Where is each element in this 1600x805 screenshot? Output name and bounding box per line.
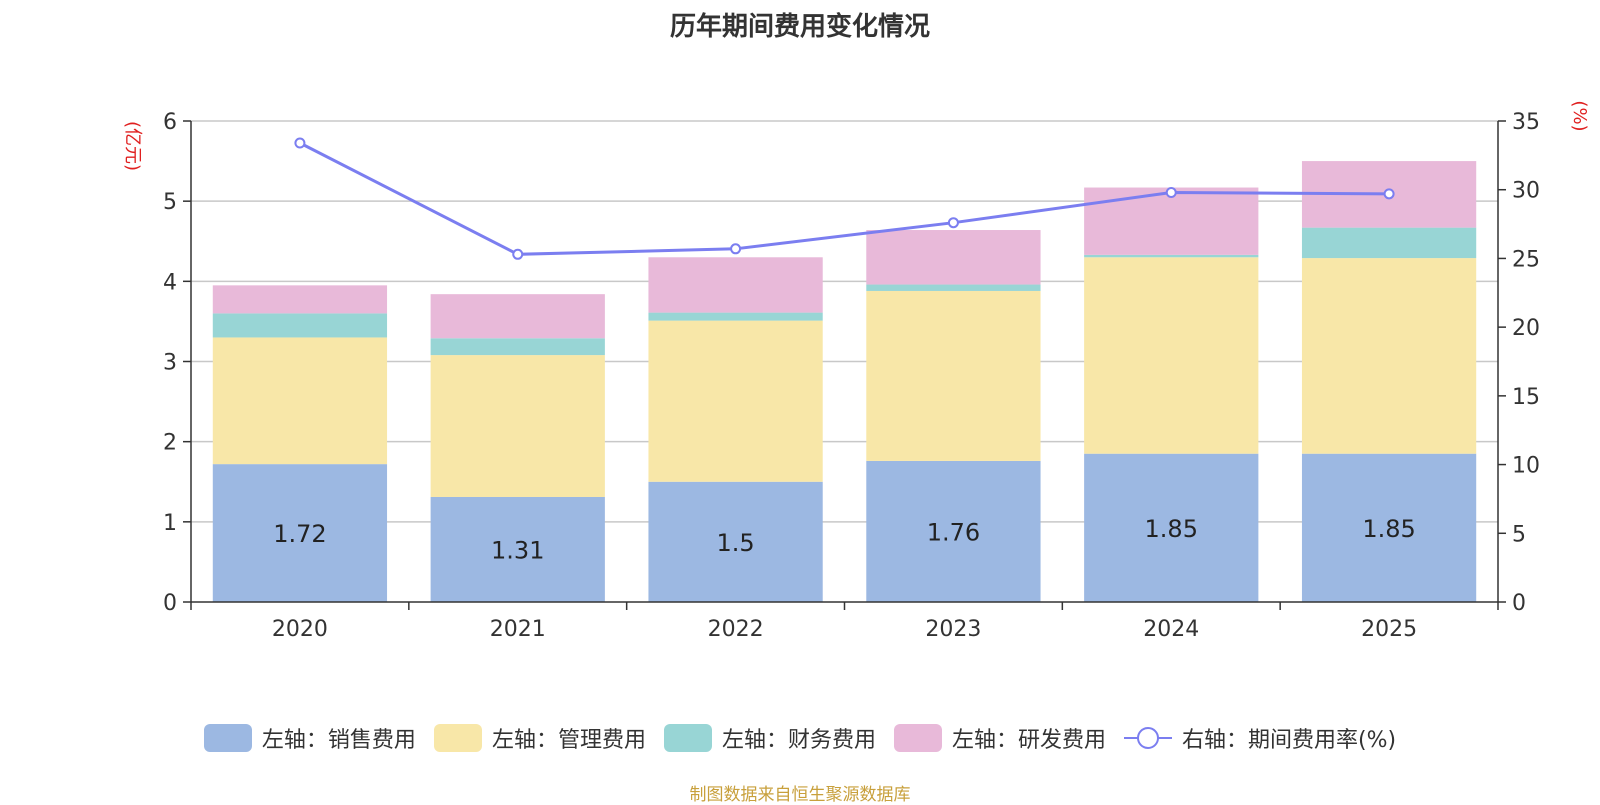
legend-item-finance[interactable]: 左轴：财务费用 — [663, 722, 876, 754]
legend-item-rd[interactable]: 左轴：研发费用 — [893, 722, 1106, 754]
right-tick-label: 15 — [1512, 385, 1540, 410]
legend-swatch-finance — [663, 724, 712, 752]
legend-label-admin: 左轴：管理费用 — [491, 728, 646, 753]
left-axis-unit-label: (亿元) — [122, 121, 143, 171]
left-tick-label: 2 — [163, 431, 177, 456]
bar-group — [212, 161, 1477, 602]
bar-2021-series-1 — [430, 355, 605, 497]
rate-line — [299, 141, 1390, 256]
bar-2023-series-1 — [866, 290, 1041, 461]
right-tick-label: 0 — [1512, 591, 1526, 616]
right-tick-label: 35 — [1512, 110, 1540, 135]
bar-2020-series-3 — [212, 285, 388, 314]
left-tick-label: 4 — [163, 270, 177, 295]
left-tick-label: 6 — [163, 110, 177, 135]
data-label-group: 1.72 1.31 1.5 1.76 1.85 1.85 — [273, 515, 1416, 565]
x-tick-label: 2020 — [272, 617, 328, 642]
legend-swatch-rd — [893, 724, 942, 752]
bar-2023-series-2 — [866, 284, 1041, 291]
data-label-2024: 1.85 — [1145, 515, 1198, 543]
bar-2025-series-0 — [1301, 453, 1477, 602]
legend-line-marker-icon — [1123, 724, 1172, 752]
x-tick-label: 2025 — [1361, 617, 1417, 642]
right-tick-label: 20 — [1512, 316, 1540, 341]
bar-2022-series-1 — [648, 320, 823, 482]
bar-2025-series-2 — [1301, 227, 1477, 259]
bar-2022-series-0 — [648, 481, 823, 602]
source-note: 制图数据来自恒生聚源数据库 — [689, 785, 911, 805]
legend-label-finance: 左轴：财务费用 — [721, 728, 876, 753]
rate-point-2020 — [294, 137, 306, 149]
x-tick-label: 2021 — [490, 617, 546, 642]
x-tick-label: 2022 — [708, 617, 764, 642]
bar-2021-series-3 — [430, 294, 605, 339]
rate-point-2021 — [512, 248, 524, 260]
bar-2022-series-2 — [648, 312, 823, 321]
rate-point-2024 — [1165, 186, 1177, 198]
data-label-2021: 1.31 — [491, 536, 544, 564]
bar-2024-series-3 — [1084, 187, 1259, 255]
bar-2020-series-2 — [212, 313, 388, 338]
data-label-2023: 1.76 — [927, 518, 980, 546]
right-tick-label: 25 — [1512, 247, 1540, 272]
left-tick-label: 5 — [163, 190, 177, 215]
bar-2022-series-3 — [648, 257, 823, 313]
legend: 左轴：销售费用 左轴：管理费用 左轴：财务费用 左轴：研发费用 右轴：期间费用率… — [0, 722, 1600, 754]
bar-2024-series-1 — [1084, 257, 1259, 454]
legend-swatch-sales — [203, 724, 252, 752]
right-tick-label: 5 — [1512, 522, 1526, 547]
right-tick-label: 10 — [1512, 454, 1540, 479]
bar-2020-series-0 — [212, 464, 388, 602]
chart-title: 历年期间费用变化情况 — [669, 12, 930, 42]
data-label-2020: 1.72 — [273, 520, 326, 548]
x-tick-label: 2024 — [1143, 617, 1199, 642]
left-tick-label: 3 — [163, 351, 177, 376]
left-tick-label: 0 — [163, 591, 177, 616]
legend-item-sales[interactable]: 左轴：销售费用 — [203, 722, 416, 754]
bar-2025-series-1 — [1301, 258, 1477, 454]
bar-2021-series-2 — [430, 338, 605, 356]
data-label-2025: 1.85 — [1362, 515, 1415, 543]
right-tick-label: 30 — [1512, 179, 1540, 204]
x-tick-label: 2023 — [925, 617, 981, 642]
bar-2024-series-2 — [1084, 254, 1259, 258]
line-series-group — [294, 137, 1395, 260]
rate-point-2022 — [730, 243, 742, 255]
right-axis-unit-label: (%) — [1569, 100, 1590, 131]
legend-label-rate: 右轴：期间费用率(%) — [1181, 728, 1397, 753]
bar-2024-series-0 — [1084, 453, 1259, 602]
bar-2020-series-1 — [212, 337, 388, 465]
rate-point-2025 — [1383, 188, 1395, 200]
bar-2023-series-0 — [866, 460, 1041, 602]
bar-2023-series-3 — [866, 230, 1041, 285]
rate-point-2023 — [947, 217, 959, 229]
left-tick-label: 1 — [163, 511, 177, 536]
legend-item-admin[interactable]: 左轴：管理费用 — [433, 722, 646, 754]
legend-label-sales: 左轴：销售费用 — [261, 728, 416, 753]
data-label-2022: 1.5 — [716, 529, 754, 557]
legend-item-rate[interactable]: 右轴：期间费用率(%) — [1123, 722, 1397, 754]
legend-label-rd: 左轴：研发费用 — [951, 728, 1106, 753]
legend-swatch-admin — [433, 724, 482, 752]
grid-lines — [191, 120, 1498, 523]
bar-2021-series-0 — [430, 496, 605, 602]
